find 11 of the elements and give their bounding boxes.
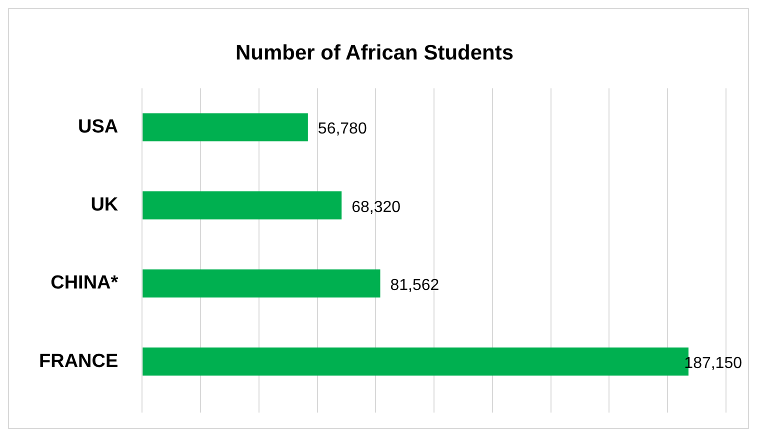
bar <box>142 191 342 220</box>
chart-title: Number of African Students <box>235 41 514 64</box>
bar <box>142 113 308 142</box>
y-tick-label: UK <box>90 194 118 216</box>
bar <box>142 269 380 298</box>
y-tick-label: CHINA* <box>50 272 119 294</box>
y-tick-label: USA <box>78 116 118 138</box>
data-label: 81,562 <box>390 276 440 294</box>
data-label: 56,780 <box>318 120 367 138</box>
data-label: 68,320 <box>352 198 401 216</box>
y-tick-label: FRANCE <box>38 350 118 372</box>
